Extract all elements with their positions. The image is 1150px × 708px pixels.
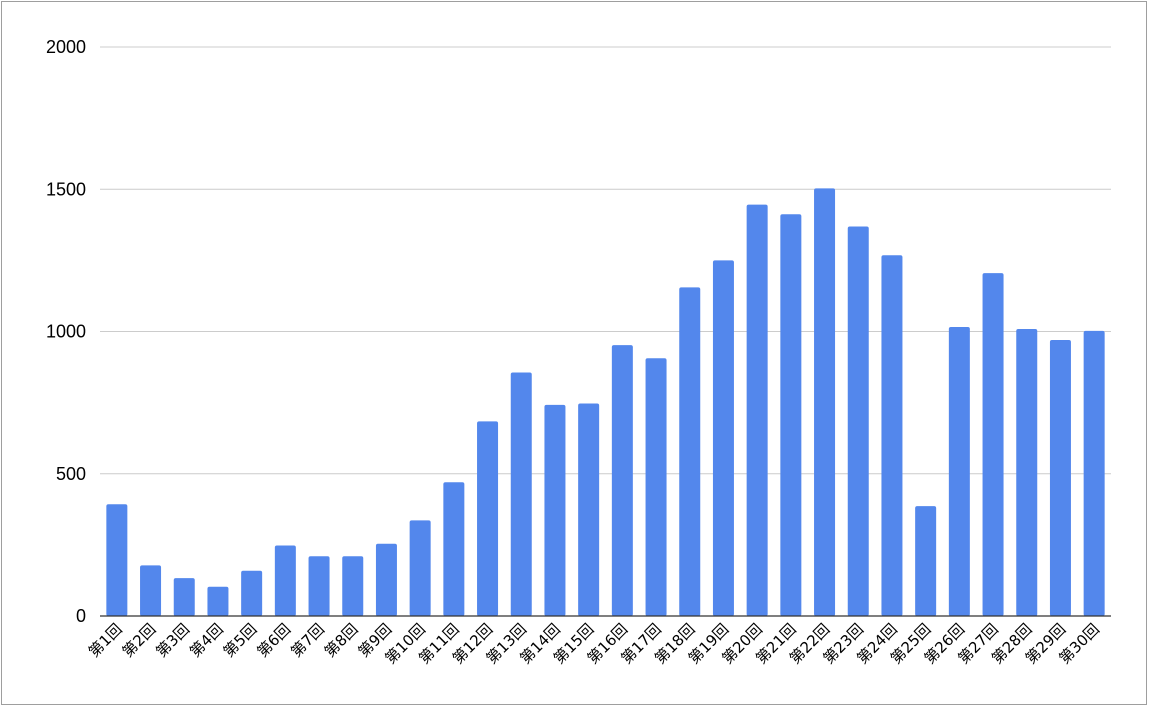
bar-11 xyxy=(443,482,465,616)
y-tick-label: 500 xyxy=(56,464,86,484)
y-tick-label: 1000 xyxy=(46,322,86,342)
gridlines xyxy=(100,46,1111,475)
bar-1 xyxy=(106,504,128,616)
y-axis-ticks: 0 500 1000 1500 2000 xyxy=(46,37,86,626)
bar-24 xyxy=(881,255,903,616)
y-tick-label: 1500 xyxy=(46,179,86,199)
bar-29 xyxy=(1049,340,1071,616)
bar-3 xyxy=(173,578,195,616)
bar-21 xyxy=(780,214,802,616)
x-tick-label: 第7回 xyxy=(287,620,328,661)
bar-27 xyxy=(982,273,1004,616)
x-tick-label: 第3回 xyxy=(152,620,193,661)
bar-16 xyxy=(611,345,633,616)
bar-14 xyxy=(544,404,566,616)
x-tick-label: 第8回 xyxy=(321,620,362,661)
bar-28 xyxy=(1016,328,1038,616)
bar-15 xyxy=(578,403,600,616)
x-tick-label: 第1回 xyxy=(85,620,126,661)
bar-5 xyxy=(241,570,263,616)
bar-19 xyxy=(712,260,734,616)
y-tick-label: 0 xyxy=(76,606,86,626)
x-tick-label: 第4回 xyxy=(186,620,227,661)
x-tick-label: 第6回 xyxy=(253,620,294,661)
bar-22 xyxy=(814,188,836,617)
x-tick-label: 第2回 xyxy=(119,620,160,661)
bar-17 xyxy=(645,358,667,616)
bar-9 xyxy=(375,543,397,616)
bar-20 xyxy=(746,204,768,616)
bar-10 xyxy=(409,520,431,616)
bar-23 xyxy=(847,226,869,616)
bar-25 xyxy=(915,506,937,616)
y-tick-label: 2000 xyxy=(46,37,86,57)
bar-12 xyxy=(477,421,499,616)
bar-7 xyxy=(308,556,330,616)
bar-26 xyxy=(948,326,970,616)
x-tick-label: 第5回 xyxy=(220,620,261,661)
bar-30 xyxy=(1083,330,1105,616)
bar-13 xyxy=(510,372,532,616)
bar-6 xyxy=(274,545,296,616)
x-axis-ticks: 第1回第2回第3回第4回第5回第6回第7回第8回第9回第10回第11回第12回第… xyxy=(85,620,1103,667)
bar-4 xyxy=(207,586,229,616)
bar-2 xyxy=(140,565,162,616)
bar-18 xyxy=(679,287,701,616)
bars xyxy=(106,188,1105,617)
bar-8 xyxy=(342,556,364,616)
